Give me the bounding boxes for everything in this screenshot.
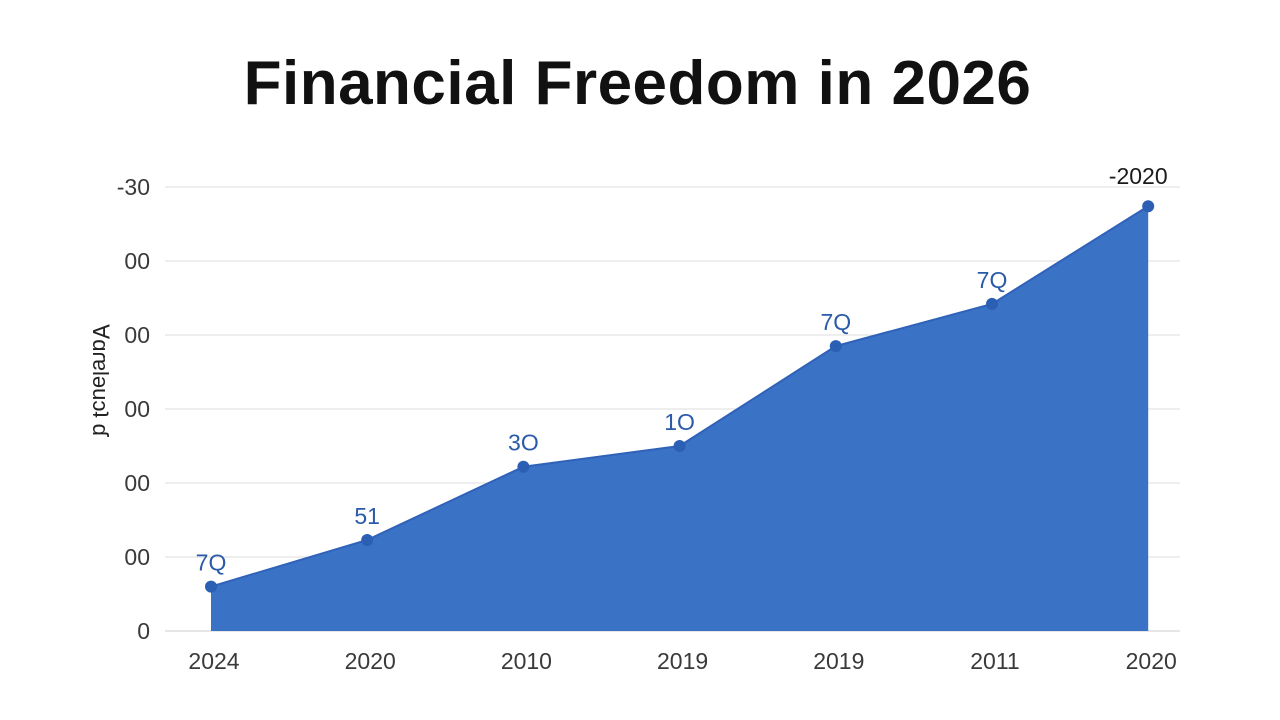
x-tick-label: 2020 [345,648,396,674]
data-label: 7Q [977,267,1008,293]
x-tick-label: 2019 [813,648,864,674]
y-tick-label: 00 [124,322,150,348]
y-tick-label: 00 [124,544,150,570]
x-tick-label: 2019 [657,648,708,674]
data-point [829,340,842,353]
y-tick-label: 0 [137,618,150,644]
x-tick-label: 2011 [970,648,1019,674]
y-tick-label: 00 [124,396,150,422]
data-point [205,580,217,593]
y-tick-label: -30 [117,174,150,200]
data-label: 7Q [820,309,851,335]
data-point [673,440,686,452]
y-tick-label: 00 [124,470,150,496]
data-point [361,533,374,546]
data-label: 3O [508,430,539,456]
x-tick-label: 2020 [1126,648,1177,674]
data-point [517,460,530,473]
chart-title: Financial Freedom in 2026 [243,49,1032,118]
x-tick-label: 2024 [188,648,239,674]
data-point [1142,200,1155,213]
data-point [986,297,998,310]
y-tick-label: 00 [124,248,150,274]
area-fill [211,206,1149,632]
data-label: -2020 [1109,163,1168,189]
x-tick-label: 2010 [501,648,552,674]
data-label: 1O [664,409,695,435]
data-label: 7Q [196,550,227,576]
data-label: 51 [354,503,380,529]
